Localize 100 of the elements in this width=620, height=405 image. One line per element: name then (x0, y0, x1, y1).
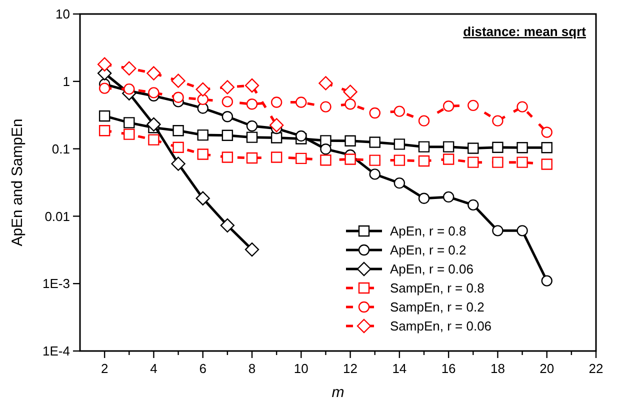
point (541, 158, 552, 170)
point (270, 152, 282, 163)
point (516, 156, 528, 168)
point (468, 100, 479, 112)
point (197, 94, 208, 106)
legend-label: SampEn, r = 0.8 (390, 280, 484, 296)
legend-label: ApEn, r = 0.2 (390, 242, 466, 258)
point (196, 82, 210, 97)
point (246, 152, 258, 164)
point (296, 152, 307, 164)
point (516, 101, 528, 112)
x-tick-label: 22 (588, 361, 604, 376)
x-tick-label: 20 (540, 361, 554, 376)
point (442, 100, 454, 112)
y-tick-label: 1E-3 (42, 276, 70, 292)
point (172, 142, 184, 153)
point (541, 275, 552, 286)
point (418, 115, 430, 126)
point (197, 129, 208, 141)
point (343, 84, 358, 99)
x-tick-label: 10 (294, 361, 308, 376)
point (222, 152, 234, 163)
point (492, 225, 504, 236)
legend-label: ApEn, r = 0.06 (390, 262, 474, 277)
point (394, 154, 406, 166)
point (196, 191, 210, 206)
point (122, 61, 136, 76)
point (98, 125, 110, 136)
point (270, 96, 282, 108)
point (98, 82, 110, 94)
point (146, 117, 161, 132)
point (172, 125, 184, 136)
point (418, 155, 430, 167)
point (98, 110, 110, 122)
y-axis-title: ApEn and SampEn (9, 118, 26, 246)
point (394, 177, 406, 189)
point (148, 87, 160, 98)
point (369, 107, 380, 119)
point (296, 96, 307, 108)
point (394, 106, 406, 117)
point (197, 148, 208, 160)
point (369, 154, 380, 166)
point (516, 225, 528, 236)
point (492, 142, 504, 153)
point (171, 156, 186, 171)
y-tick-label: 1 (62, 74, 70, 89)
point (541, 126, 552, 138)
point (246, 132, 258, 143)
point (220, 218, 235, 233)
point (270, 132, 282, 144)
x-tick-label: 16 (441, 361, 456, 376)
point (244, 242, 260, 257)
point (244, 78, 260, 93)
point (146, 66, 161, 80)
x-tick-label: 6 (199, 361, 206, 376)
point (516, 142, 528, 154)
x-tick-label: 18 (490, 361, 505, 376)
point (246, 98, 258, 110)
point (468, 156, 479, 168)
x-axis-title: m (332, 384, 344, 401)
point (418, 192, 430, 204)
point (344, 135, 356, 146)
point (442, 141, 454, 152)
point (222, 96, 234, 108)
point (124, 117, 135, 128)
point (124, 128, 135, 140)
x-tick-label: 4 (150, 361, 158, 376)
point (148, 134, 160, 146)
point (394, 138, 406, 150)
y-tick-label: 1E-4 (42, 344, 70, 359)
point (541, 142, 552, 154)
point (171, 74, 186, 88)
point (172, 92, 184, 103)
point (468, 199, 479, 211)
point (344, 154, 356, 165)
y-tick-label: 10 (56, 6, 70, 22)
x-tick-label: 14 (392, 361, 407, 376)
point (320, 144, 332, 155)
point (222, 130, 234, 142)
annotation: distance: mean sqrt (463, 24, 587, 39)
point (97, 57, 112, 72)
point (269, 118, 284, 132)
point (318, 76, 333, 90)
point (468, 142, 479, 154)
point (320, 154, 332, 166)
legend-label: ApEn, r = 0.8 (390, 224, 466, 239)
x-tick-label: 8 (248, 361, 256, 376)
y-tick-label: 0.1 (52, 141, 70, 156)
legend-label: SampEn, r = 0.06 (390, 318, 492, 334)
point (246, 120, 258, 132)
point (320, 101, 332, 112)
x-tick-label: 12 (343, 361, 358, 376)
point (418, 141, 430, 152)
point (492, 115, 504, 126)
legend-label: SampEn, r = 0.2 (390, 300, 484, 315)
point (492, 156, 504, 168)
y-tick-label: 0.01 (44, 208, 70, 224)
point (222, 111, 234, 122)
point (442, 154, 454, 165)
point (220, 80, 235, 94)
